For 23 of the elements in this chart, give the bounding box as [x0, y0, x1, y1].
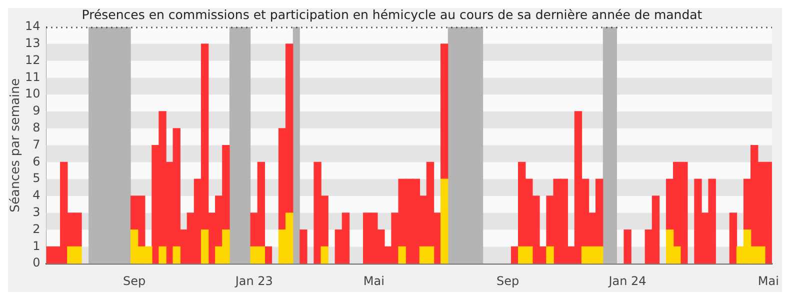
x-tick-label: Mai [363, 274, 384, 288]
y-tick-label: 13 [24, 36, 40, 50]
y-tick-label: 3 [32, 205, 40, 220]
y-tick-label: 11 [24, 70, 40, 84]
y-tick-label: 0 [32, 256, 40, 270]
y-tick-label: 9 [32, 104, 40, 118]
y-tick-label: 4 [32, 188, 40, 202]
y-tick-label: 10 [24, 86, 40, 101]
y-axis-title: Séances par semaine [6, 78, 22, 212]
y-tick-label: 1 [32, 238, 40, 253]
x-tick-label: Sep [123, 274, 146, 288]
y-tick-label: 2 [32, 222, 40, 236]
x-tick-label: Jan 23 [234, 274, 273, 288]
y-tick-label: 12 [24, 52, 40, 67]
x-tick-label: Jan 24 [608, 274, 646, 288]
y-tick-label: 8 [32, 120, 40, 135]
y-tick-label: 14 [24, 19, 40, 34]
y-tick-label: 5 [32, 171, 40, 186]
chart-title: Présences en commissions et participation en hémicycle au cours de sa dernière année de mandat [82, 6, 702, 22]
y-tick-label: 7 [32, 137, 40, 152]
y-tick-label: 6 [32, 154, 40, 168]
x-tick-label: Mai [758, 274, 779, 288]
x-tick-label: Sep [496, 274, 520, 288]
